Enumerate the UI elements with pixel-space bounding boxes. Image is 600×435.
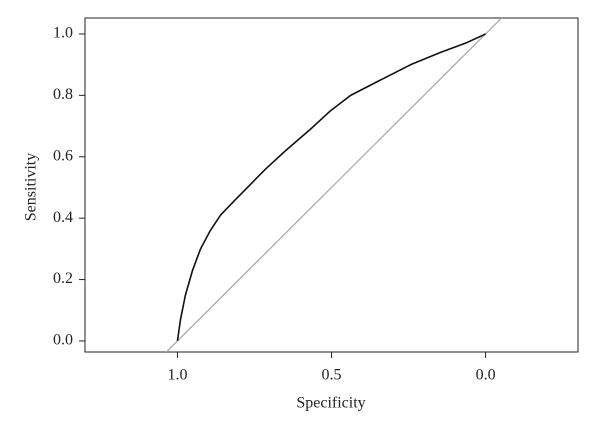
y-tick-label: 0.6	[53, 147, 73, 164]
x-tick-label: 0.0	[476, 367, 496, 384]
x-axis-label: Specificity	[296, 395, 365, 412]
y-tick-label: 1.0	[53, 25, 73, 42]
plot-frame	[84, 17, 579, 353]
y-tick-label: 0.8	[53, 86, 73, 103]
y-axis-label: Sensitivity	[23, 153, 40, 221]
y-tick-label: 0.0	[53, 332, 73, 349]
roc-curve	[176, 33, 486, 342]
x-tick-label: 1.0	[167, 367, 187, 384]
y-tick-label: 0.4	[53, 209, 73, 226]
x-tick-label: 0.5	[322, 367, 342, 384]
y-tick-label: 0.2	[53, 270, 73, 287]
reference-diagonal	[165, 18, 503, 352]
